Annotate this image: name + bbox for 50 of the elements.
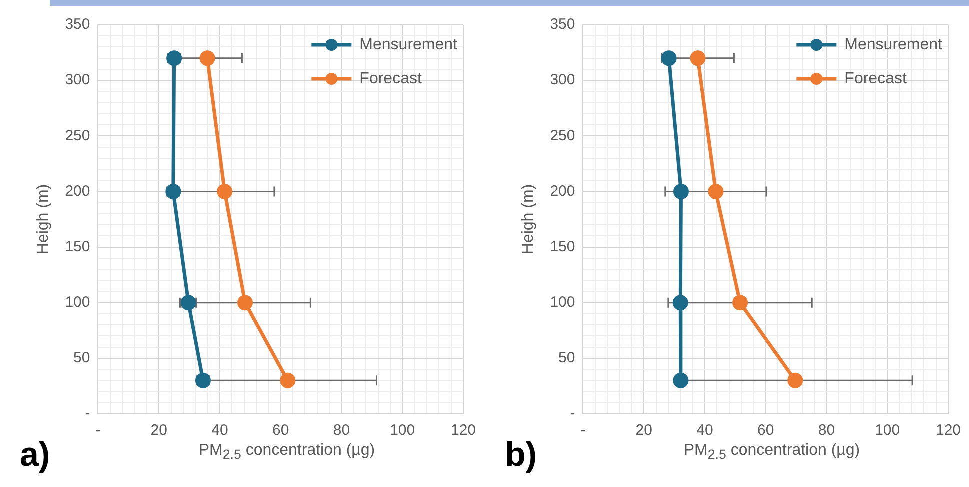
y-tick-label: 300 (550, 72, 576, 89)
y-tick-label: 150 (65, 238, 90, 256)
point (673, 184, 689, 200)
text: b) (505, 436, 538, 475)
y-tick-label: 200 (550, 182, 576, 200)
point (672, 295, 688, 311)
x-tick-label: 80 (333, 422, 350, 440)
x-tick-label: 40 (212, 422, 228, 440)
y-tick-label: 350 (550, 16, 576, 34)
y-tick-label: 150 (550, 238, 576, 256)
text: a) (20, 436, 50, 475)
point (732, 295, 748, 311)
x-axis-title: PM$_{2.5}$ concentration (µg) (198, 442, 376, 462)
point (237, 295, 253, 311)
point (661, 50, 677, 66)
x-tick-label: 20 (636, 422, 652, 440)
x-tick-label: 120 (450, 422, 476, 440)
legend-label: Mensurement (844, 36, 944, 54)
x-tick-label: 80 (818, 422, 836, 440)
y-tick-label: - (85, 405, 90, 422)
x-tick-label: 40 (696, 422, 714, 440)
point (690, 50, 706, 66)
y-tick-label: 250 (550, 127, 576, 144)
y-tick-label: 350 (65, 16, 90, 34)
point (708, 184, 724, 200)
legend-label: Forecast (844, 70, 908, 88)
x-tick-label: 60 (758, 422, 774, 440)
legend-label: Forecast (360, 70, 422, 88)
point (280, 372, 296, 388)
y-tick-label: 300 (65, 72, 90, 89)
x-tick-label: 20 (150, 422, 168, 440)
y-tick-label: 100 (550, 294, 576, 311)
x-tick-label: 60 (272, 422, 290, 440)
point (217, 184, 233, 200)
y-axis-title: Heigh (m) (520, 184, 538, 255)
x-tick-label: 100 (875, 422, 900, 440)
x-tick-label: 100 (390, 422, 416, 440)
y-tick-label: 200 (65, 182, 90, 200)
y-tick-label: 50 (558, 350, 576, 367)
y-tick-label: 50 (74, 350, 90, 367)
x-tick-label: 120 (936, 422, 961, 440)
y-tick-label: 100 (65, 294, 90, 311)
x-axis-title: PM$_{2.5}$ concentration (µg) (684, 442, 860, 462)
y-axis-title: Heigh (m) (35, 184, 52, 255)
y-tick-label: - (570, 405, 576, 422)
point (673, 372, 689, 388)
legend-label: Mensurement (360, 36, 458, 54)
point (788, 372, 804, 388)
point (200, 50, 216, 66)
y-tick-label: 250 (65, 127, 90, 144)
